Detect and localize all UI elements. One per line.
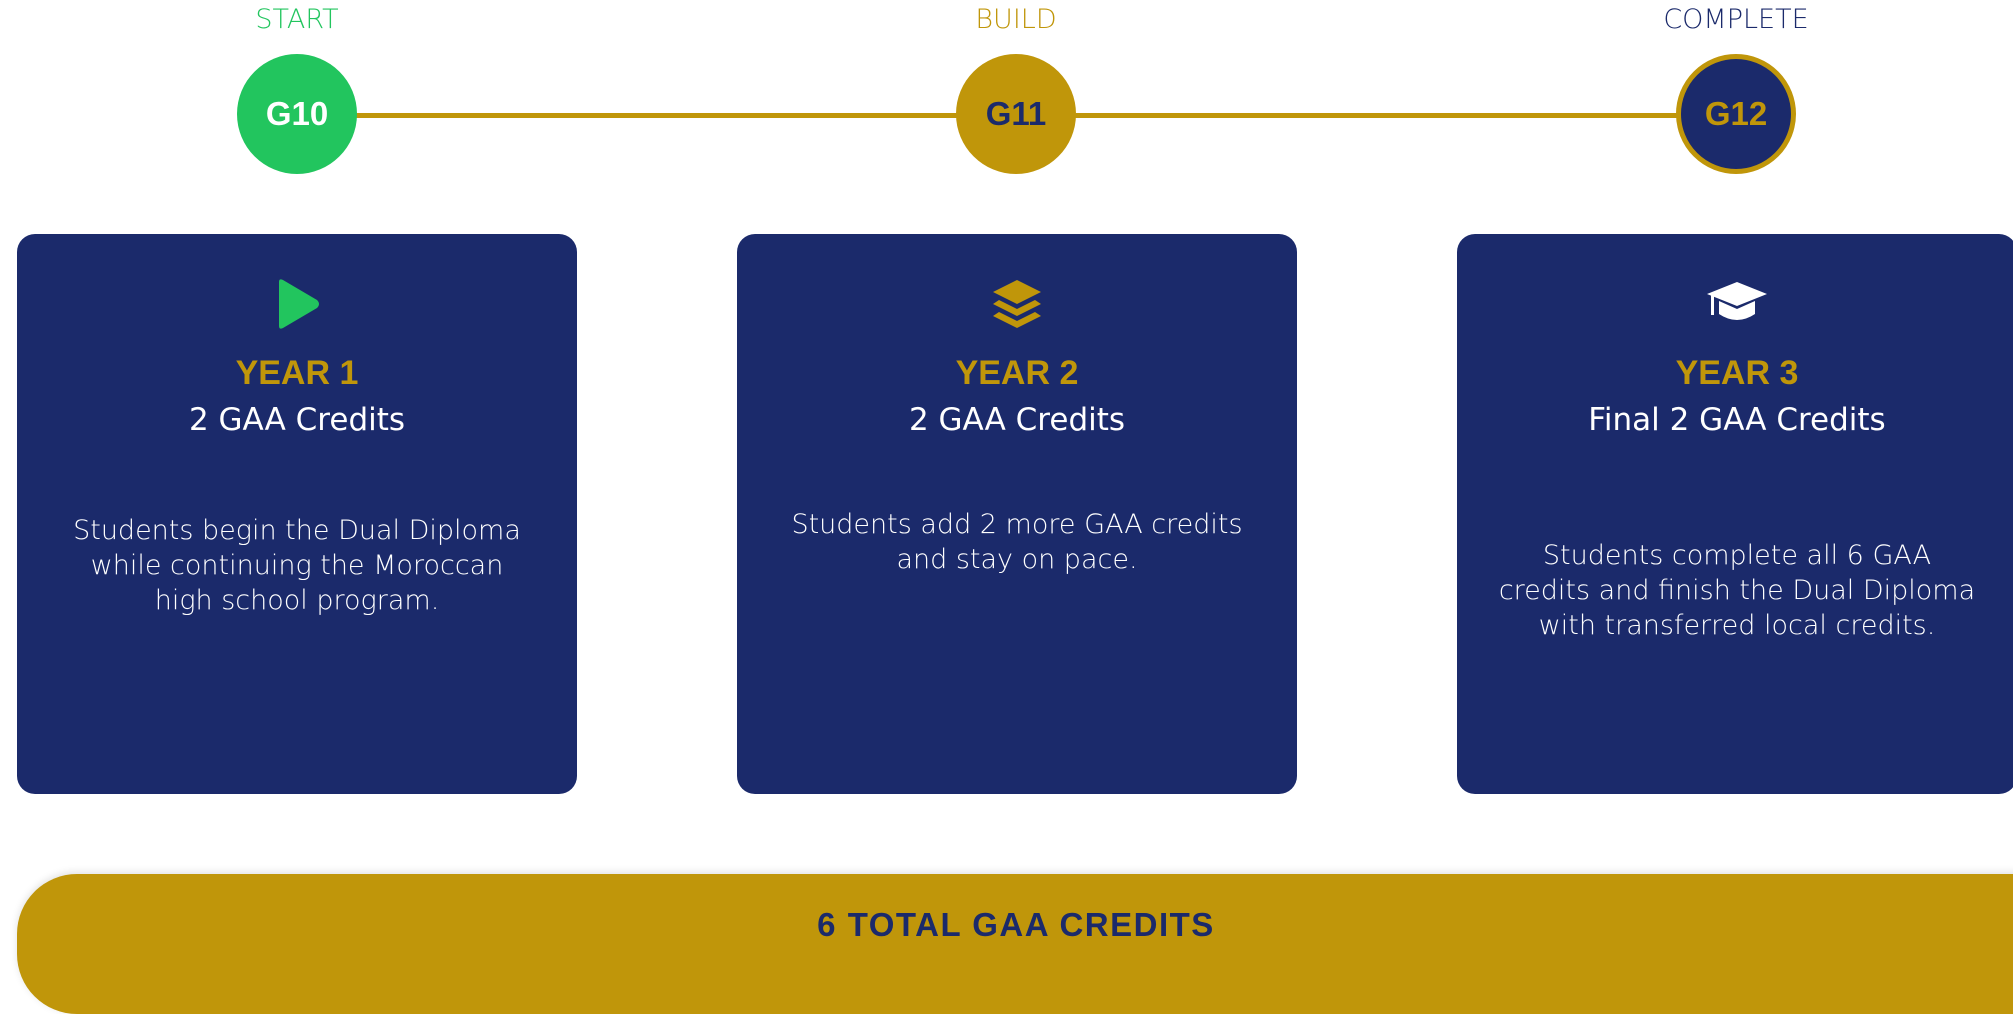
stage-label: BUILD [975,4,1057,35]
stage-label: COMPLETE [1663,4,1809,35]
total-text: 6 TOTAL GAA CREDITS [817,906,1215,943]
description: Students begin the Dual Diploma while co… [73,515,521,616]
year-title: YEAR 1 [235,354,359,392]
total-bar [17,874,2013,1014]
year-card [737,234,1297,794]
year-card [17,234,577,794]
play-icon [17,276,577,337]
grade-circle: G11 [956,54,1076,174]
page: START BUILD COMPLETE G10 G11 G12 YEAR 1 … [17,4,2013,1014]
year-title: YEAR 2 [955,354,1079,392]
year-title: YEAR 3 [1675,354,1799,392]
year-card [1457,234,2013,794]
description: Students add 2 more GAA credits and stay… [791,509,1243,575]
grade-circle: G10 [237,54,357,174]
stage-label: START [255,4,339,35]
credits: 2 GAA Credits [188,402,406,438]
graduation-icon [1457,276,2013,337]
credits: 2 GAA Credits [908,402,1126,438]
credits: Final 2 GAA Credits [1588,402,1886,438]
grade-circle: G12 [1676,54,1796,174]
description: Students complete all 6 GAA credits and … [1498,540,1976,641]
layers-icon [737,276,1297,337]
